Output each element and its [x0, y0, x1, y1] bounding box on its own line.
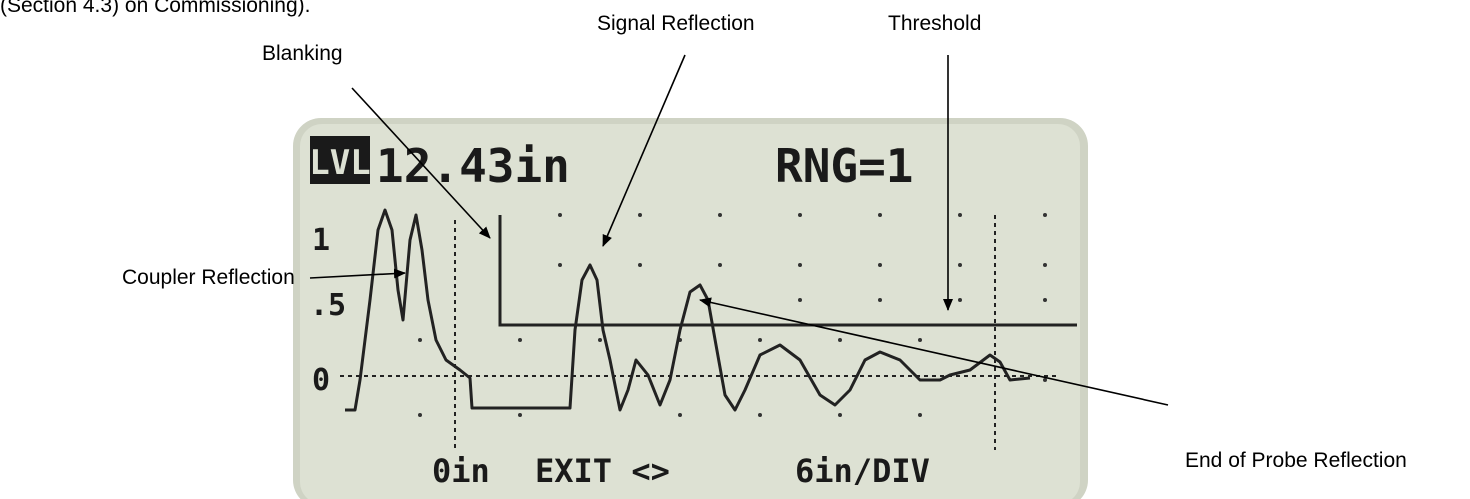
threshold-line: [498, 215, 1077, 327]
reading: 12.43in: [376, 139, 570, 193]
callout-label: Threshold: [888, 12, 981, 35]
callout-label: Coupler Reflection: [122, 266, 295, 289]
arrow: [602, 54, 686, 247]
axis-label: 0: [312, 363, 330, 398]
callout-label: End of Probe Reflection: [1185, 449, 1407, 472]
waveform: [345, 208, 1031, 412]
header-text: (Section 4.3) on Commissioning).: [0, 0, 310, 17]
arrow: [351, 87, 491, 239]
footer-text: 6in/DIV: [795, 452, 930, 490]
callout-label: Blanking: [262, 42, 343, 65]
arrow: [309, 268, 406, 279]
grid-dots: [418, 213, 1047, 417]
lcd-face: [300, 124, 1080, 499]
footer-text: 0in: [432, 452, 490, 490]
mode-text: LVL: [309, 143, 370, 183]
axis-label: 1: [312, 223, 330, 258]
arrow: [699, 297, 1169, 406]
footer-text: EXIT <>: [535, 452, 670, 490]
mode-box: [310, 136, 370, 184]
lcd-screen: LVL 12.43in RNG=1 1 .5 0 0in EXIT <> 6in…: [293, 118, 1088, 499]
axis-label: .5: [310, 288, 346, 323]
callout-arrows: [309, 54, 1169, 406]
range: RNG=1: [775, 139, 913, 193]
callout-label: Signal Reflection: [597, 12, 755, 35]
